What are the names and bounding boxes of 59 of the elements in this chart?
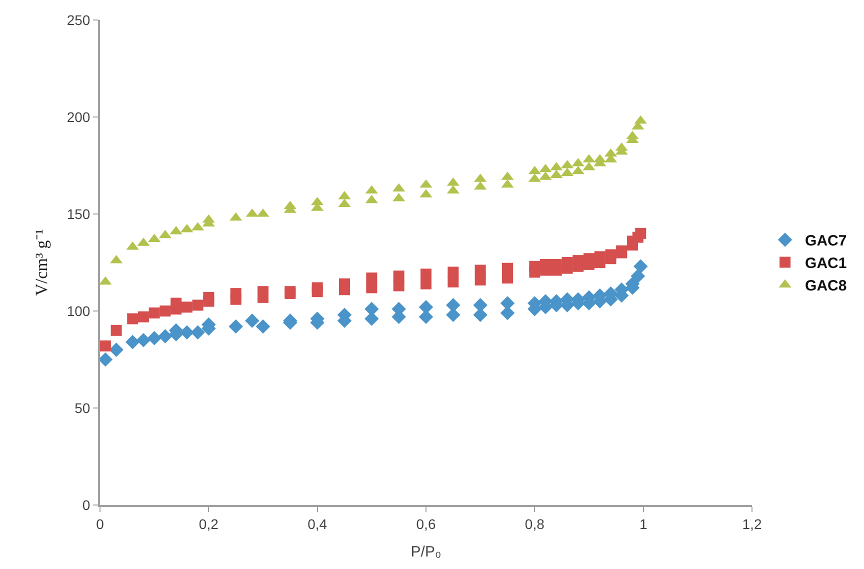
- point: [244, 314, 260, 328]
- point: [98, 352, 113, 367]
- point: [393, 280, 404, 292]
- point: [448, 276, 459, 288]
- point: [230, 288, 242, 300]
- point: [158, 329, 172, 344]
- point: [192, 300, 204, 311]
- point: [170, 298, 182, 309]
- point: [312, 282, 323, 294]
- point: [366, 272, 378, 284]
- point: [127, 313, 138, 324]
- point: [474, 264, 486, 276]
- point: [502, 262, 513, 274]
- point: [420, 278, 432, 290]
- legend-label: GAC1: [805, 255, 847, 272]
- point: [181, 302, 192, 313]
- point: [110, 324, 122, 336]
- point: [148, 307, 160, 318]
- point: [562, 257, 573, 268]
- x-tick-label: 0,6: [416, 516, 436, 532]
- point: [420, 268, 432, 280]
- y-tick-label: 50: [74, 400, 90, 416]
- point: [125, 334, 140, 350]
- point: [529, 260, 540, 272]
- point: [203, 292, 214, 303]
- y-tick-label: 250: [66, 12, 90, 28]
- point: [550, 258, 562, 270]
- point: [572, 255, 584, 266]
- point: [393, 270, 404, 282]
- y-tick-label: 200: [66, 108, 90, 125]
- point: [500, 296, 515, 310]
- x-tick-label: 0,8: [524, 516, 545, 532]
- legend-label: GAC7: [805, 232, 847, 250]
- point: [448, 266, 459, 278]
- y-tick-label: 0: [82, 496, 90, 513]
- point: [147, 331, 162, 346]
- legend-label: GAC8: [805, 278, 847, 295]
- x-tick-label: 1: [639, 516, 648, 532]
- x-axis-title: P/P₀: [410, 543, 442, 560]
- y-tick-label: 150: [66, 206, 90, 222]
- x-tick-label: 1,2: [742, 516, 762, 532]
- point: [109, 342, 124, 357]
- x-tick-label: 0,2: [198, 516, 219, 532]
- y-tick-label: 100: [66, 302, 90, 319]
- y-axis-title: V/cm³ g⁻¹: [32, 229, 51, 296]
- point: [635, 228, 646, 239]
- point: [594, 251, 606, 262]
- point: [605, 249, 616, 260]
- point: [228, 319, 243, 334]
- point: [136, 332, 151, 348]
- x-tick-label: 0: [96, 516, 104, 532]
- point: [138, 311, 149, 322]
- point: [190, 325, 205, 340]
- point: [256, 319, 270, 334]
- point: [633, 259, 648, 274]
- x-tick-label: 0,4: [308, 516, 328, 532]
- point: [100, 340, 111, 352]
- point: [160, 306, 171, 316]
- point: [626, 236, 638, 247]
